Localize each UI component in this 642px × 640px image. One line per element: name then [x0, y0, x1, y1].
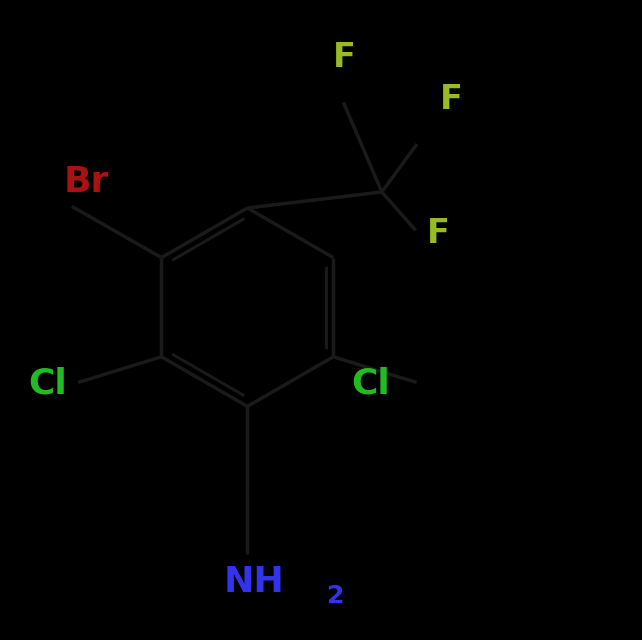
- Text: Cl: Cl: [352, 367, 390, 401]
- Text: F: F: [426, 217, 449, 250]
- Text: 2: 2: [327, 584, 345, 609]
- Text: Cl: Cl: [28, 367, 67, 401]
- Text: F: F: [333, 41, 356, 74]
- Text: Br: Br: [64, 165, 109, 200]
- Text: NH: NH: [223, 565, 284, 600]
- Text: F: F: [439, 83, 462, 116]
